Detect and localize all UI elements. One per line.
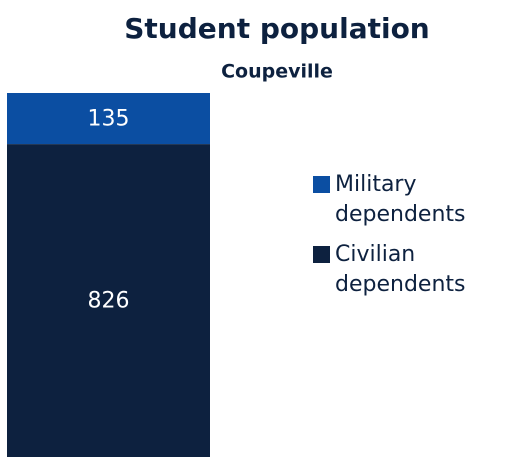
legend-item: Military dependents [313, 170, 503, 230]
chart-subtitle: Coupeville [221, 61, 333, 83]
legend-label: Civilian dependents [335, 242, 466, 297]
data-label: 826 [88, 289, 130, 314]
legend-item: Civilian dependents [313, 240, 503, 300]
chart-title: Student population [124, 12, 429, 45]
legend-swatch [313, 176, 330, 193]
bar-segment [7, 93, 210, 145]
legend-label: Military dependents [335, 172, 466, 227]
legend: Military dependents Civilian dependents [313, 170, 503, 310]
legend-swatch [313, 246, 330, 263]
bar-segment [7, 144, 210, 458]
data-label: 135 [88, 107, 130, 132]
